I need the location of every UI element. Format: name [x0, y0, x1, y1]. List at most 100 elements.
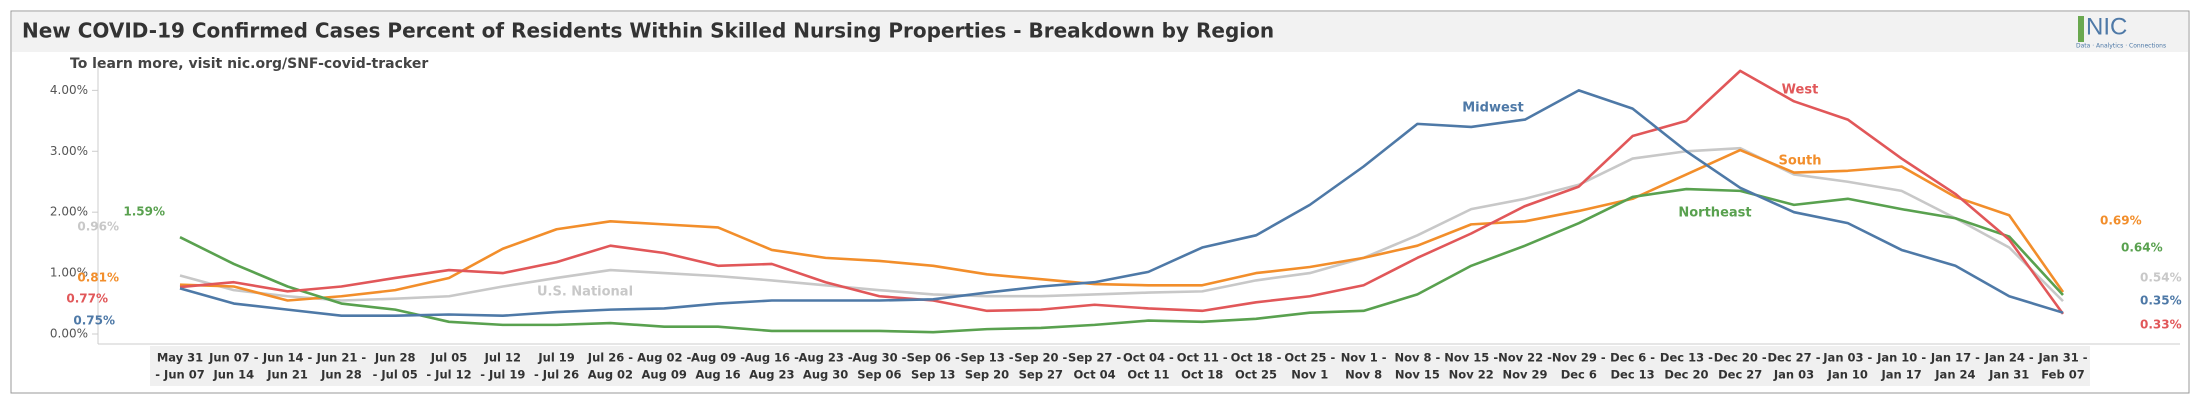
series-label: U.S. National	[537, 285, 633, 300]
x-tick-label: Jan 03 -	[1822, 351, 1872, 365]
x-tick-label: Dec 20	[1664, 368, 1708, 382]
x-tick-label: Sep 20	[965, 368, 1009, 382]
x-tick-label: Jan 31 -	[2037, 351, 2087, 365]
x-tick-label: Aug 23 -	[799, 351, 853, 365]
series-line	[179, 148, 2065, 302]
title-bar	[12, 12, 2188, 52]
x-tick-label: Nov 8 -	[1394, 351, 1440, 365]
x-tick-label: Sep 13 -	[960, 351, 1013, 365]
x-tick-label: Jun 14	[212, 368, 254, 382]
x-tick-label: Aug 30	[803, 368, 848, 382]
x-tick-label: Jul 05	[430, 351, 467, 365]
y-tick-label: 0.00%	[50, 327, 88, 341]
x-tick-label: Sep 06 -	[907, 351, 960, 365]
x-tick-label: - Jul 19	[480, 368, 525, 382]
x-tick-label: Oct 25	[1235, 368, 1277, 382]
x-tick-label: Nov 29 -	[1552, 351, 1606, 365]
x-tick-label: Jan 31	[1988, 368, 2029, 382]
x-tick-label: Dec 13	[1611, 368, 1655, 382]
value-label: 0.96%	[77, 220, 119, 234]
x-tick-label: Jan 24 -	[1984, 351, 2034, 365]
x-tick-label: Nov 22	[1449, 368, 1494, 382]
x-tick-label: Nov 8	[1345, 368, 1382, 382]
series-label: Northeast	[1678, 206, 1751, 221]
logo-bar	[2078, 16, 2084, 42]
x-tick-label: - Jul 05	[373, 368, 418, 382]
logo-text: NIC	[2086, 13, 2127, 40]
value-label: 0.81%	[77, 271, 119, 285]
x-tick-label: - Jul 26	[534, 368, 579, 382]
x-tick-label: Oct 11	[1127, 368, 1169, 382]
x-tick-label: Aug 23	[749, 368, 794, 382]
x-tick-label: - Jul 12	[426, 368, 471, 382]
x-tick-label: Aug 16 -	[745, 351, 799, 365]
x-tick-label: Aug 30 -	[852, 351, 906, 365]
series-line	[179, 89, 2064, 318]
x-tick-label: Jun 28	[374, 351, 416, 365]
x-tick-label: Dec 20 -	[1714, 351, 1767, 365]
x-tick-label: May 31	[157, 351, 203, 365]
x-tick-label: Jun 21 -	[316, 351, 367, 365]
y-tick-label: 3.00%	[50, 144, 88, 158]
x-tick-label: Jun 21	[266, 368, 308, 382]
x-tick-label: Jan 10 -	[1876, 351, 1926, 365]
x-tick-label: Nov 1	[1291, 368, 1328, 382]
series-label: Midwest	[1462, 101, 1523, 116]
x-tick-label: Jun 14 -	[262, 351, 313, 365]
x-tick-label: Jul 12	[484, 351, 521, 365]
x-tick-label: Dec 27	[1718, 368, 1762, 382]
x-tick-label: Nov 15	[1395, 368, 1440, 382]
x-tick-label: Jul 26 -	[587, 351, 633, 365]
x-tick-label: Oct 25 -	[1284, 351, 1335, 365]
x-tick-label: Dec 6	[1561, 368, 1597, 382]
x-tick-label: Jan 17	[1880, 368, 1921, 382]
y-tick-label: 1.00%	[50, 266, 88, 280]
subtitle: To learn more, visit nic.org/SNF-covid-t…	[70, 56, 428, 72]
x-tick-label: Dec 6 -	[1610, 351, 1655, 365]
x-tick-label: Aug 16	[695, 368, 740, 382]
x-tick-label: Feb 07	[2041, 368, 2084, 382]
chart-title: New COVID-19 Confirmed Cases Percent of …	[22, 19, 1274, 43]
value-label: 0.54%	[2140, 271, 2182, 285]
x-tick-label: Dec 27 -	[1768, 351, 1821, 365]
logo-tagline: Data · Analytics · Connections	[2076, 43, 2166, 50]
x-tick-label: Jan 17 -	[1930, 351, 1980, 365]
x-tick-label: Jun 07 -	[208, 351, 259, 365]
value-label: 0.75%	[73, 314, 115, 328]
x-tick-label: Nov 29	[1502, 368, 1547, 382]
value-label: 0.77%	[66, 292, 108, 306]
x-tick-label: Jan 10	[1827, 368, 1868, 382]
series-label: South	[1778, 154, 1821, 169]
x-tick-label: Sep 27 -	[1068, 351, 1121, 365]
x-tick-label: Oct 04	[1074, 368, 1116, 382]
series-label: West	[1782, 83, 1819, 98]
y-tick-label: 2.00%	[50, 205, 88, 219]
x-tick-label: Jan 03	[1773, 368, 1814, 382]
value-label: 0.33%	[2140, 318, 2182, 332]
x-tick-label: Dec 13 -	[1660, 351, 1713, 365]
x-tick-label: Jun 28	[320, 368, 362, 382]
x-tick-label: - Jun 07	[155, 368, 204, 382]
x-tick-label: Jul 19	[537, 351, 574, 365]
x-tick-label: Oct 18	[1181, 368, 1223, 382]
value-label: 0.64%	[2121, 241, 2163, 255]
x-tick-label: Aug 02	[588, 368, 633, 382]
x-tick-label: Nov 1 -	[1341, 351, 1387, 365]
x-tick-label: Aug 09	[642, 368, 687, 382]
x-tick-label: Jan 24	[1934, 368, 1975, 382]
x-tick-label: Oct 11 -	[1177, 351, 1228, 365]
value-label: 1.59%	[123, 205, 165, 219]
x-tick-label: Sep 13	[911, 368, 955, 382]
x-tick-label: Sep 27	[1019, 368, 1063, 382]
x-tick-label: Nov 15 -	[1444, 351, 1498, 365]
x-tick-label: Sep 20 -	[1014, 351, 1067, 365]
category-band	[150, 346, 2090, 386]
logo: NIC Data · Analytics · Connections	[2076, 13, 2166, 49]
x-tick-label: Oct 18 -	[1231, 351, 1282, 365]
y-tick-label: 4.00%	[50, 83, 88, 97]
x-tick-label: Aug 09 -	[691, 351, 745, 365]
series-line	[179, 69, 2065, 315]
x-tick-label: Nov 22 -	[1498, 351, 1552, 365]
x-tick-label: Aug 02 -	[637, 351, 691, 365]
